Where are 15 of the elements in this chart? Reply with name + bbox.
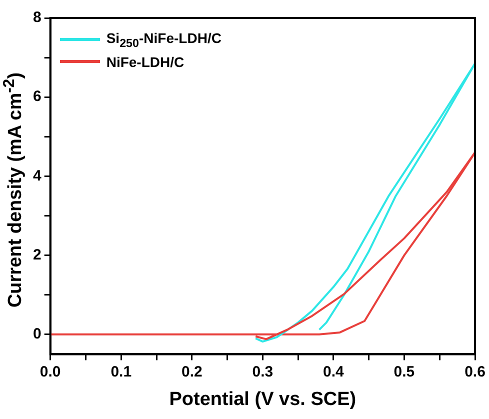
x-tick-label: 0.2 [181, 363, 202, 380]
x-tick-label: 0.5 [394, 363, 415, 380]
y-tick-label: 4 [33, 167, 42, 184]
y-tick-label: 0 [33, 326, 42, 343]
x-tick-label: 0.3 [252, 363, 274, 380]
x-axis-title: Potential (V vs. SCE) [169, 388, 356, 410]
x-tick-label: 0.4 [323, 363, 345, 380]
y-tick-label: 8 [33, 9, 42, 26]
y-tick-label: 6 [33, 88, 42, 106]
x-tick-label: 0.0 [40, 363, 61, 380]
legend-label: Si$_{250}$-NiFe-LDH/C [106, 30, 222, 50]
x-tick-label: 0.6 [464, 363, 486, 380]
x-tick-label: 0.1 [110, 363, 132, 380]
legend-label: NiFe-LDH/C [106, 54, 184, 70]
y-tick-label: 2 [33, 246, 42, 264]
